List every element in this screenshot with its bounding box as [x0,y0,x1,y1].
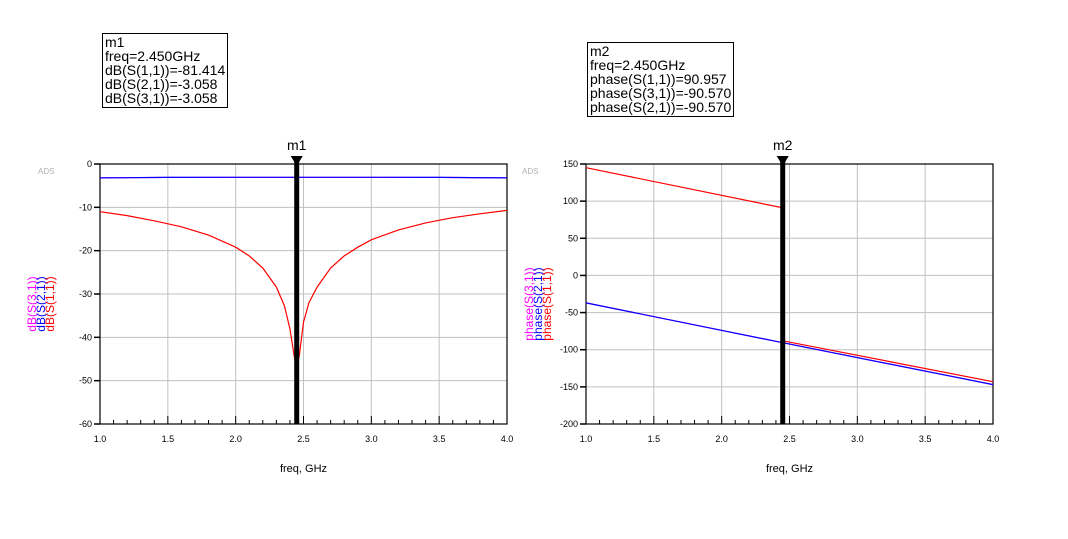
x-tick-label: 2.0 [229,434,242,444]
y-axis-label-1: phase(S(3,1)) [522,267,536,340]
x-tick-label: 2.5 [297,434,310,444]
marker-m1-line-s21: dB(S(2,1))=-3.058 [105,76,218,92]
y-tick-label: -150 [560,382,578,392]
marker-m1-line-s11: dB(S(1,1))=-81.414 [105,62,226,78]
y-tick-label: -50 [565,308,578,318]
y-tick-label: 0 [87,159,92,169]
marker-label: m1 [287,137,307,153]
y-axis-label-3: phase(S(1,1)) [540,267,554,340]
y-tick-label: -60 [79,419,92,429]
marker-m1-line-freq: freq=2.450GHz [105,48,201,64]
marker-m1-name: m1 [105,34,125,50]
x-tick-label: 1.5 [162,434,175,444]
y-tick-label: -20 [79,246,92,256]
y-tick-label: -40 [79,332,92,342]
x-tick-label: 3.0 [851,434,864,444]
marker-m1-line-s31: dB(S(3,1))=-3.058 [105,90,218,106]
x-tick-label: 1.5 [648,434,661,444]
x-tick-label: 4.0 [987,434,1000,444]
marker-triangle [290,156,303,166]
x-tick-label: 2.0 [715,434,728,444]
x-axis-label: freq, GHz [766,463,813,475]
chart-1: 0 -10 -20 -30 -40 -50 -601.0 1.5 2.0 2.5 3.0 3.5 4.0… [25,137,513,475]
x-axis-label: freq, GHz [280,463,327,475]
y-axis-label-1: dB(S(3,1)) [25,276,39,331]
y-tick-label: -50 [79,376,92,386]
marker-m2-line-s11: phase(S(1,1))=90.957 [590,71,727,87]
y-tick-label: 100 [563,196,578,206]
y-tick-label: -100 [560,345,578,355]
y-tick-label: 0 [573,270,578,280]
x-tick-label: 3.5 [919,434,932,444]
y-tick-label: 150 [563,159,578,169]
ads-watermark: ADS [38,167,54,176]
marker-m2-line-s31: phase(S(3,1))=-90.570 [590,85,732,101]
x-tick-label: 4.0 [501,434,514,444]
marker-m2-readout[interactable]: m2 freq=2.450GHz phase(S(1,1))=90.957 ph… [587,42,735,117]
x-tick-label: 1.0 [94,434,107,444]
y-axis-label-2: dB(S(2,1)) [34,276,48,331]
y-tick-label: -30 [79,289,92,299]
marker-m2-line-freq: freq=2.450GHz [590,57,686,73]
series-line-2 [99,176,508,179]
x-tick-label: 1.0 [580,434,593,444]
y-axis-label-3: dB(S(1,1)) [43,276,57,331]
y-tick-label: -200 [560,419,578,429]
y-tick-label: -10 [79,202,92,212]
y-axis-label-2: phase(S(2,1)) [531,267,545,340]
marker-label: m2 [773,137,793,153]
marker-triangle [776,156,789,166]
y-tick-label: 50 [568,233,578,243]
x-tick-label: 2.5 [783,434,796,444]
marker-m1-readout[interactable]: m1 freq=2.450GHz dB(S(1,1))=-81.414 dB(S… [102,33,229,108]
x-tick-label: 3.0 [365,434,378,444]
x-tick-label: 3.5 [433,434,446,444]
marker-m2-line-s21: phase(S(2,1))=-90.570 [590,99,732,115]
marker-m2-name: m2 [590,43,610,59]
ads-watermark: ADS [522,167,538,176]
